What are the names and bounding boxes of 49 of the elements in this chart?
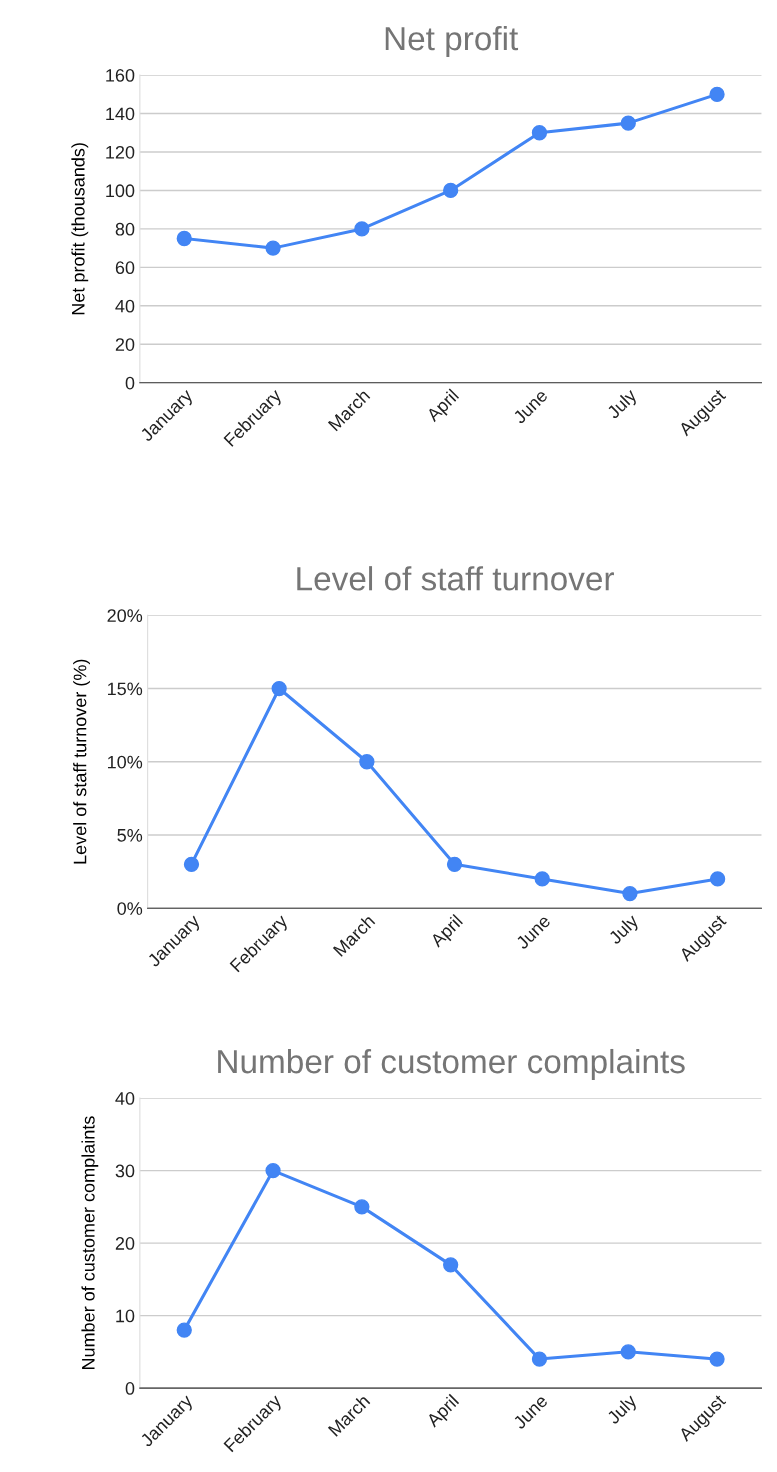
y-tick-label: 0 (125, 1382, 135, 1395)
y-tick-label: 160 (106, 69, 135, 82)
y-tick-label: 20 (115, 338, 135, 351)
point (534, 871, 550, 887)
point (709, 871, 726, 887)
chart-title: Net profit (385, 25, 519, 57)
y-axis-title: Net profit (thousands) (71, 143, 89, 315)
point (359, 754, 375, 770)
y-tick-label: 15% (108, 682, 143, 696)
point (446, 856, 463, 872)
y-tick-label: 40 (115, 299, 135, 313)
y-tick-label: 140 (106, 107, 135, 121)
chart-title: Number of customer complaints (218, 1048, 685, 1081)
y-tick-label: 40 (115, 1092, 135, 1105)
y-tick-label: 100 (106, 184, 135, 198)
chart-title: Level of staff turnover (297, 566, 614, 591)
point (709, 86, 725, 102)
point (443, 182, 459, 199)
point (183, 856, 200, 872)
y-tick-label: 20 (115, 1237, 135, 1250)
y-axis-title: Number of customer complaints (81, 1116, 99, 1370)
y-tick-label: 80 (115, 222, 135, 236)
point (265, 240, 281, 256)
point (443, 1257, 459, 1273)
point (709, 1351, 725, 1367)
point (531, 1351, 548, 1367)
point (354, 1199, 370, 1215)
y-tick-label: 30 (115, 1164, 135, 1178)
y-tick-label: 5% (117, 829, 143, 842)
point (622, 885, 638, 902)
x-tick-label: July (607, 913, 642, 948)
y-tick-label: 0 (125, 376, 135, 390)
x-tick-label: July (605, 387, 641, 422)
point (354, 221, 370, 237)
point (620, 1344, 636, 1360)
x-tick-label: July (605, 1392, 641, 1428)
y-tick-label: 0% (117, 902, 143, 915)
point (176, 1322, 192, 1338)
point (620, 115, 636, 131)
y-axis-title: Level of staff turnover (%) (73, 659, 90, 864)
y-tick-label: 10% (108, 755, 143, 769)
y-tick-label: 120 (106, 145, 135, 159)
y-tick-label: 10 (116, 1309, 135, 1323)
point (531, 125, 548, 141)
y-tick-label: 60 (115, 261, 135, 275)
point (265, 1162, 281, 1179)
y-tick-label: 20% (107, 609, 143, 623)
point (176, 230, 192, 247)
point (271, 680, 287, 697)
